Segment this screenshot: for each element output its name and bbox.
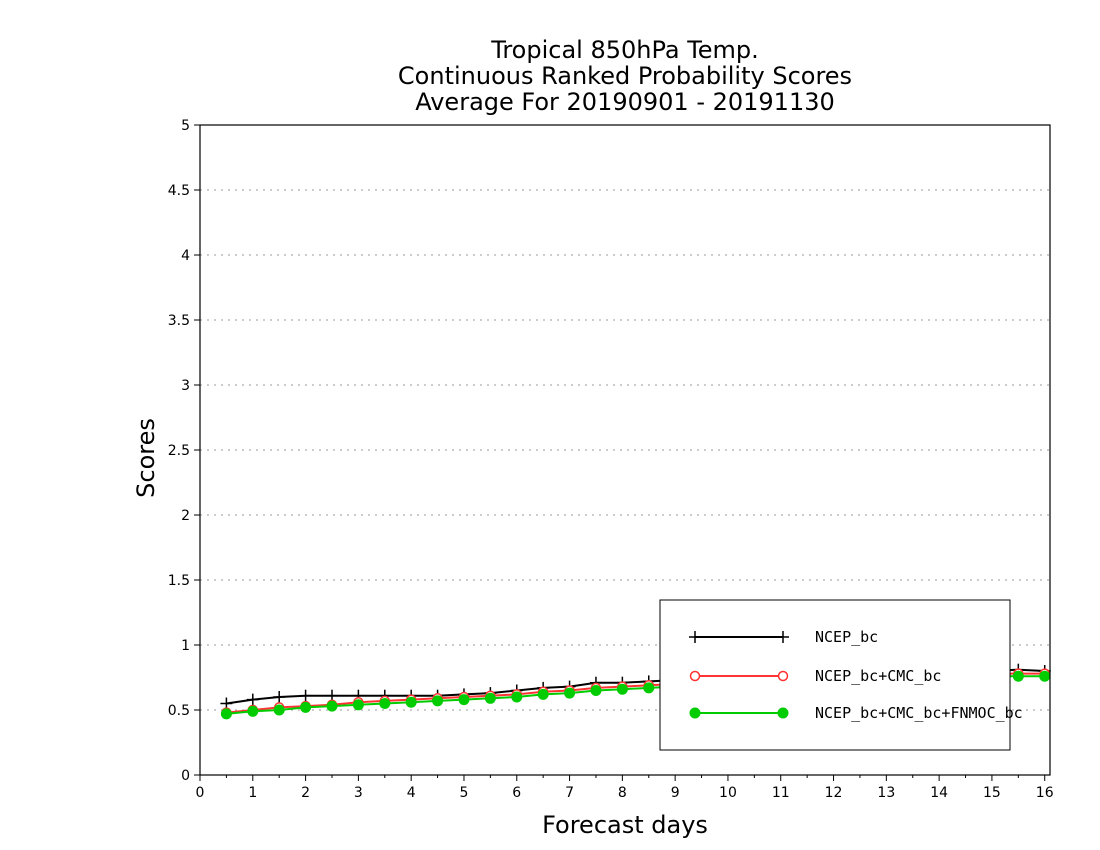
y-tick-label: 0 [181,768,190,784]
data-point [300,701,312,713]
legend-label: NCEP_bc+CMC_bc [815,667,941,685]
legend-marker [777,707,789,719]
legend-marker [689,670,701,682]
data-point [616,683,628,695]
data-point [1039,670,1051,682]
data-point [1012,670,1024,682]
data-point [247,705,259,717]
legend-entry: NCEP_bc+CMC_bc [689,667,941,685]
data-point [405,696,417,708]
data-point [537,688,549,700]
legend-marker [777,631,789,643]
x-tick-label: 11 [772,785,790,801]
x-tick-label: 7 [565,785,574,801]
y-tick-label: 1.5 [168,573,190,589]
data-point [458,694,470,706]
data-point [273,691,286,703]
y-tick-label: 0.5 [168,703,190,719]
data-point [220,708,232,720]
legend-label: NCEP_bc+CMC_bc+FNMOC_bc [815,704,1023,722]
x-tick-label: 12 [825,785,843,801]
x-tick-label: 14 [930,785,948,801]
data-point [484,692,496,704]
data-point [299,689,312,702]
legend-marker [689,707,701,719]
x-tick-label: 15 [983,785,1001,801]
y-tick-label: 4 [181,248,190,264]
x-axis-ticks: 0 1 2 3 4 5 6 7 8 9 10 11 12 13 14 15 16 [196,775,1054,801]
chart-title-line-1: Tropical 850hPa Temp. [490,36,759,64]
y-tick-label: 4.5 [168,183,190,199]
data-point [564,687,576,699]
y-tick-label: 5 [181,118,190,134]
x-tick-label: 13 [877,785,895,801]
plot-frame [199,124,1051,776]
data-point [643,682,655,694]
data-point [326,700,338,712]
y-axis-label: Scores [132,418,160,498]
legend-marker [777,670,789,682]
x-tick-label: 5 [460,785,469,801]
x-axis-label: Forecast days [542,811,708,839]
legend-entry: NCEP_bc [689,628,878,646]
legend-entry: NCEP_bc+CMC_bc+FNMOC_bc [689,704,1023,722]
y-tick-label: 3 [181,378,190,394]
x-tick-label: 4 [407,785,416,801]
y-axis-ticks: 0 0.5 1 1.5 2 2.5 3 3.5 4 4.5 5 [168,118,200,784]
x-tick-label: 1 [248,785,257,801]
legend-marker [689,631,701,643]
y-tick-label: 2 [181,508,190,524]
x-tick-label: 10 [719,785,737,801]
data-point [590,685,602,696]
x-tick-label: 6 [512,785,521,801]
y-tick-label: 2.5 [168,443,190,459]
x-tick-label: 9 [671,785,680,801]
y-tick-label: 3.5 [168,313,190,329]
data-point [432,695,444,707]
data-point [246,693,259,706]
data-point [273,704,285,716]
legend-label: NCEP_bc [815,628,878,646]
x-tick-label: 16 [1036,785,1054,801]
y-tick-label: 1 [181,638,190,654]
x-tick-label: 3 [354,785,363,801]
data-point [511,691,523,703]
chart-title: Tropical 850hPa Temp. Continuous Ranked … [398,36,852,116]
chart-title-line-3: Average For 20190901 - 20191130 [415,88,835,116]
legend: NCEP_bc NCEP_bc+CMC_bc NCEP_bc+CMC_bc+FNMO… [659,599,1023,751]
x-tick-label: 2 [301,785,310,801]
data-point [352,699,364,711]
data-point [379,698,391,709]
x-tick-label: 8 [618,785,627,801]
x-tick-label: 0 [196,785,205,801]
chart-title-line-2: Continuous Ranked Probability Scores [398,62,852,90]
